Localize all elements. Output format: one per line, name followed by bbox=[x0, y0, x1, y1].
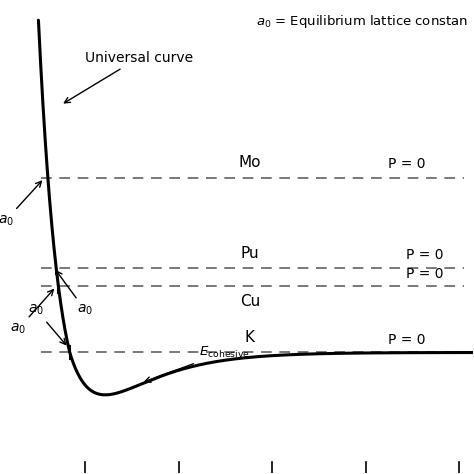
Text: $a_0$: $a_0$ bbox=[56, 271, 93, 317]
Text: K: K bbox=[245, 330, 255, 346]
Text: Universal curve: Universal curve bbox=[64, 51, 193, 103]
Text: P = 0: P = 0 bbox=[406, 248, 444, 262]
Text: $a_0$: $a_0$ bbox=[28, 303, 65, 345]
Text: $E_{\mathrm{cohesive}}$: $E_{\mathrm{cohesive}}$ bbox=[145, 345, 250, 382]
Text: Cu: Cu bbox=[240, 293, 260, 309]
Text: Pu: Pu bbox=[241, 246, 259, 261]
Text: P = 0: P = 0 bbox=[388, 333, 426, 347]
Text: P = 0: P = 0 bbox=[388, 157, 426, 171]
Text: $a_0$: $a_0$ bbox=[10, 290, 53, 336]
Text: $a_0$: $a_0$ bbox=[0, 181, 41, 228]
Text: $a_0$ = Equilibrium lattice constan: $a_0$ = Equilibrium lattice constan bbox=[256, 13, 468, 30]
Text: Mo: Mo bbox=[239, 155, 261, 170]
Text: P = 0: P = 0 bbox=[406, 267, 444, 281]
